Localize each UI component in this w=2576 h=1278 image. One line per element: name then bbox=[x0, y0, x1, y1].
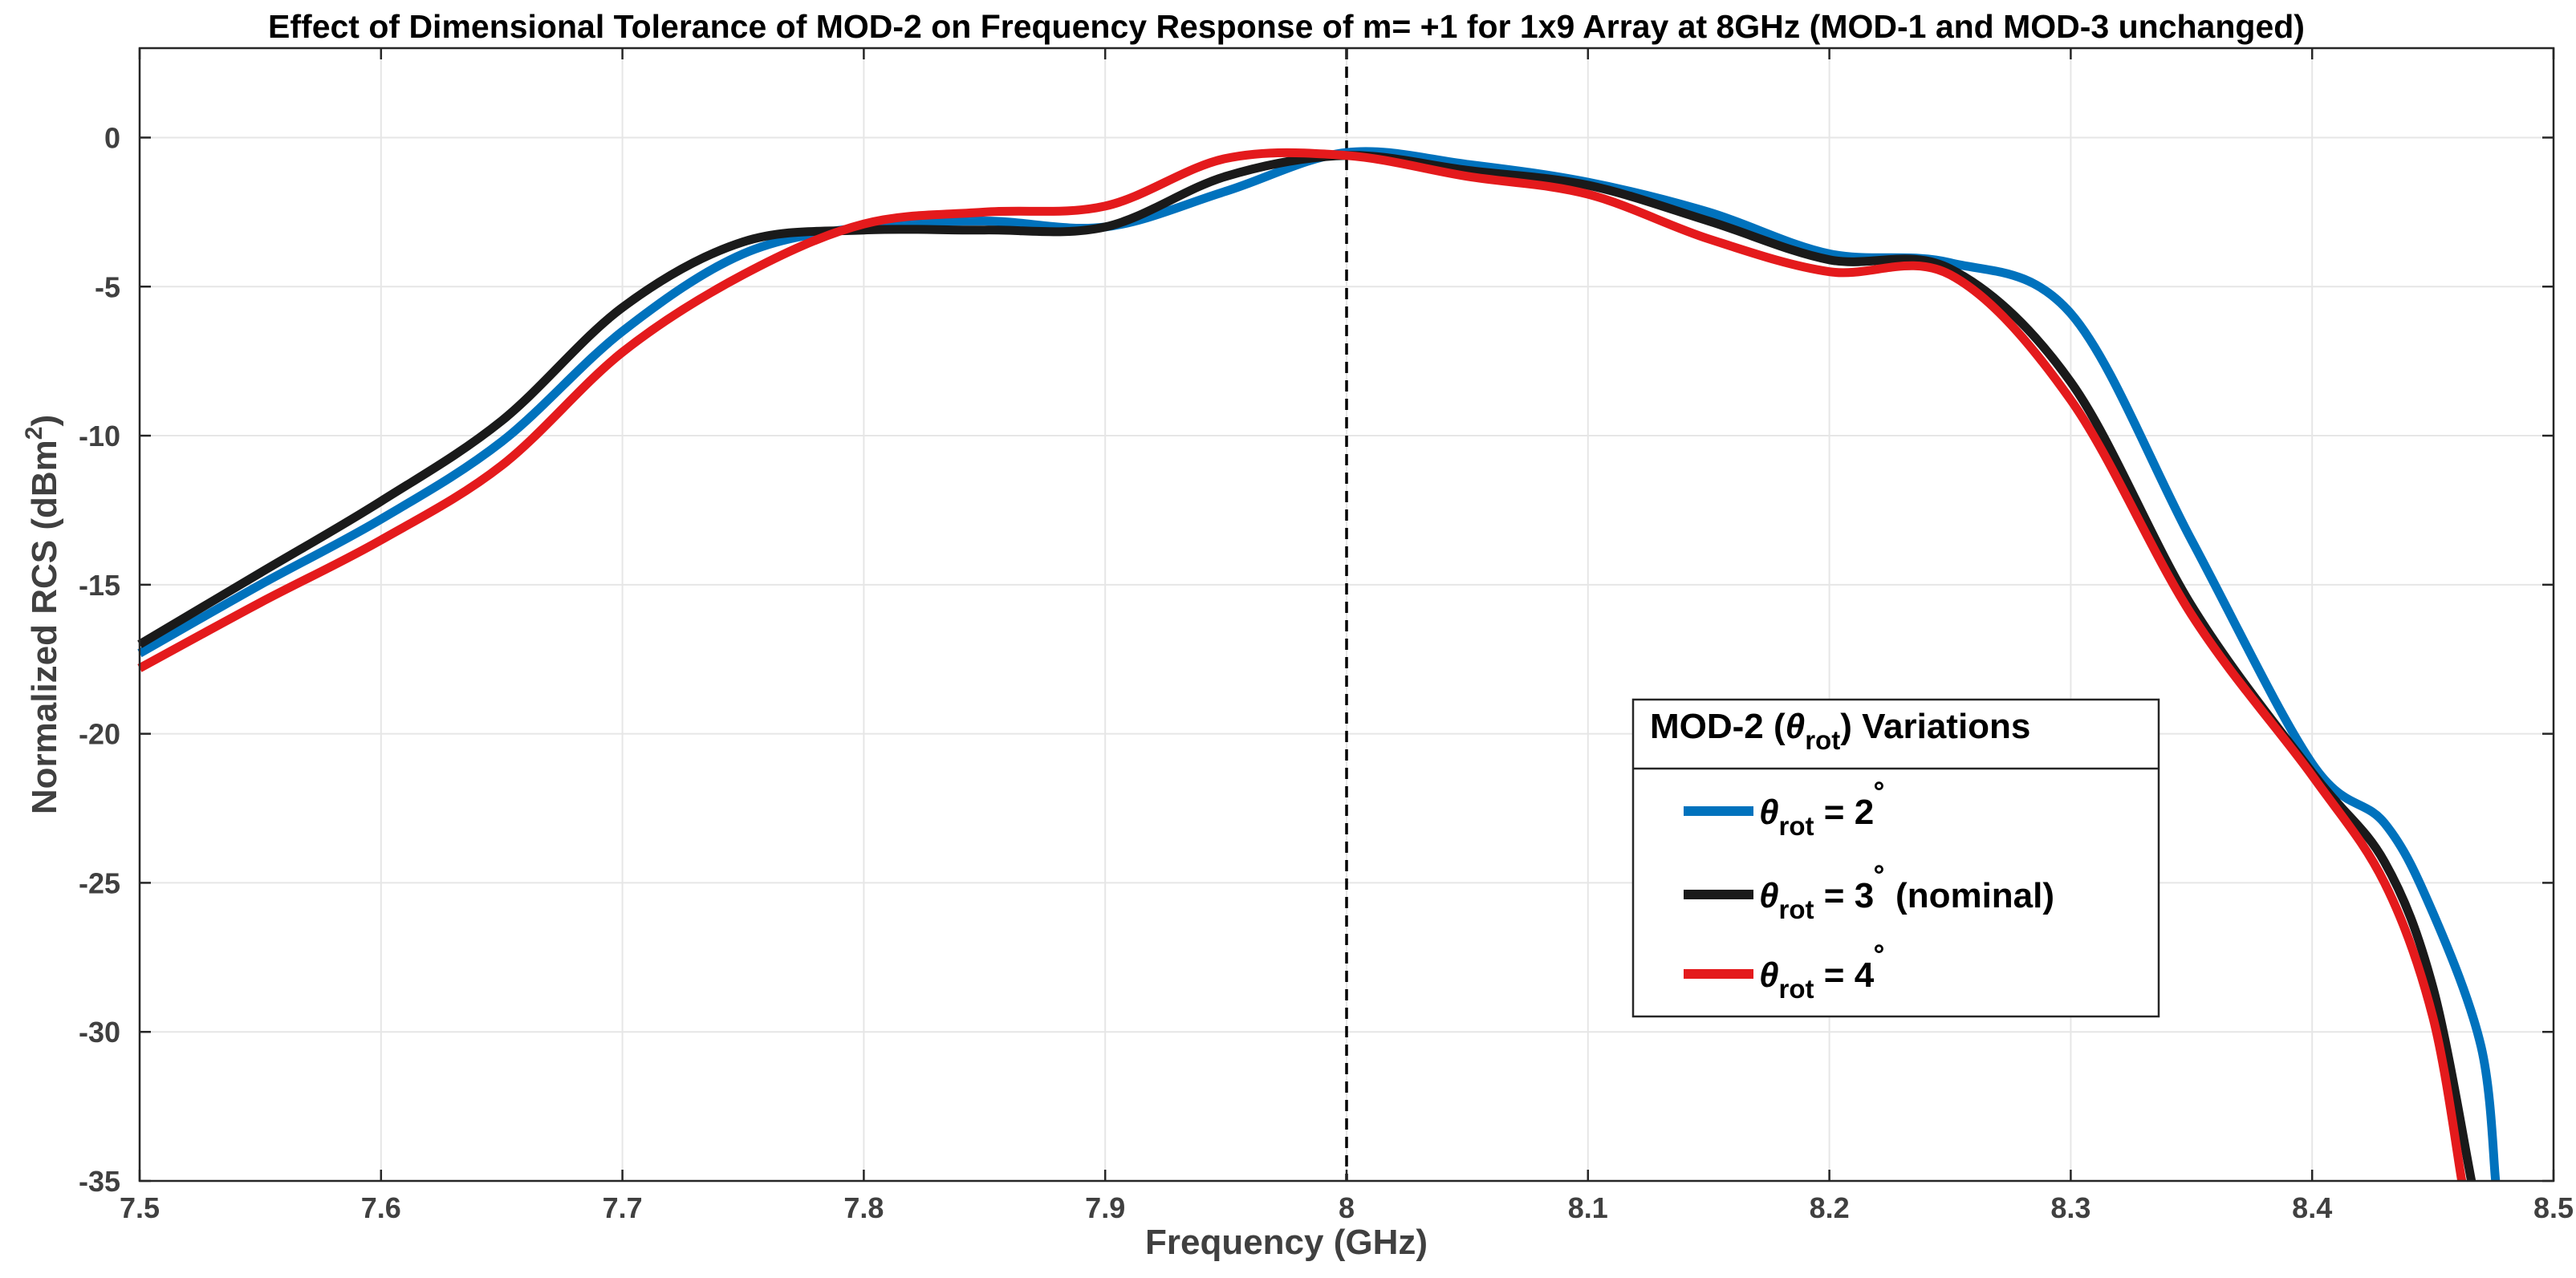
x-tick-label: 8.4 bbox=[2292, 1191, 2332, 1224]
y-tick-label: -25 bbox=[79, 866, 120, 899]
x-tick-label: 8.5 bbox=[2533, 1191, 2574, 1224]
y-axis-label: Normalized RCS (dBm2) bbox=[21, 415, 64, 814]
series-lines bbox=[137, 147, 2501, 1183]
x-tick-label: 8 bbox=[1339, 1191, 1355, 1224]
y-tick-label: -15 bbox=[79, 569, 120, 602]
legend-entry-theta-4: θrot = 4˚ bbox=[1684, 941, 1886, 1004]
legend: MOD-2 (θrot) Variations θrot = 2˚ θrot =… bbox=[1631, 698, 2160, 1018]
ticks bbox=[138, 48, 2555, 1183]
y-tick-labels: 0 -5 -10 -15 -20 -25 -30 -35 bbox=[79, 121, 120, 1198]
y-axis-label-tail: ) bbox=[25, 415, 64, 427]
x-tick-label: 8.3 bbox=[2050, 1191, 2090, 1224]
x-tick-labels: 7.5 7.6 7.7 7.8 7.9 8 8.1 8.2 8.3 8.4 8.5 bbox=[120, 1191, 2574, 1224]
y-tick-label: 0 bbox=[104, 121, 120, 154]
y-tick-label: -5 bbox=[95, 270, 120, 303]
x-tick-label: 8.2 bbox=[1810, 1191, 1850, 1224]
legend-title: MOD-2 (θrot) Variations bbox=[1650, 707, 2030, 755]
series-theta-4 bbox=[137, 148, 2467, 1182]
legend-entry-theta-3: θrot = 3˚ (nominal) bbox=[1684, 862, 2054, 924]
x-axis-label: Frequency (GHz) bbox=[1145, 1223, 1428, 1262]
legend-box bbox=[1631, 698, 2160, 1018]
x-tick-label: 7.9 bbox=[1085, 1191, 1125, 1224]
x-tick-label: 8.1 bbox=[1568, 1191, 1608, 1224]
legend-label-theta-3: θrot = 3˚ (nominal) bbox=[1759, 862, 2054, 924]
y-tick-label: -35 bbox=[79, 1165, 120, 1198]
legend-label-theta-2: θrot = 2˚ bbox=[1759, 778, 1886, 841]
y-tick-label: -20 bbox=[79, 718, 120, 751]
y-axis-label-sup: 2 bbox=[21, 427, 47, 440]
y-tick-label: -30 bbox=[79, 1016, 120, 1049]
series-theta-2 bbox=[137, 147, 2501, 1182]
x-tick-label: 7.8 bbox=[843, 1191, 884, 1224]
y-axis-label-main: Normalized RCS (dBm bbox=[25, 440, 64, 814]
y-tick-label: -10 bbox=[79, 420, 120, 452]
x-tick-label: 7.7 bbox=[603, 1191, 643, 1224]
x-tick-label: 7.5 bbox=[120, 1191, 160, 1224]
legend-label-theta-4: θrot = 4˚ bbox=[1759, 941, 1886, 1004]
legend-entry-theta-2: θrot = 2˚ bbox=[1684, 778, 1886, 841]
chart-title: Effect of Dimensional Tolerance of MOD-2… bbox=[268, 8, 2305, 45]
x-tick-label: 7.6 bbox=[361, 1191, 401, 1224]
